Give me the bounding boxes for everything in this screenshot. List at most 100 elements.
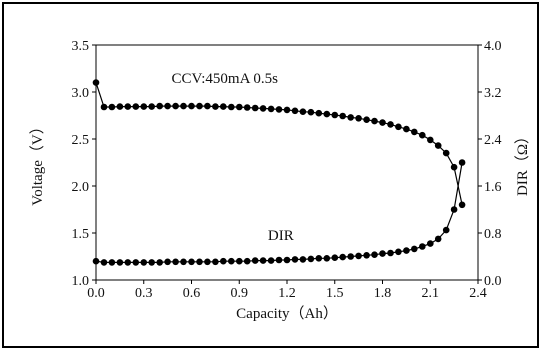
dir-point <box>411 245 418 253</box>
right-y-axis-label: DIR（Ω） <box>514 129 531 196</box>
voltage-point <box>220 103 227 110</box>
voltage-point <box>371 117 378 125</box>
x-axis-label: Capacity（Ah） <box>236 305 338 322</box>
voltage-point <box>140 103 148 110</box>
voltage-line <box>95 82 463 205</box>
voltage-point <box>291 107 299 115</box>
voltage-point <box>434 142 442 149</box>
dir-point <box>100 259 108 266</box>
chart-frame <box>2 2 539 348</box>
dir-point <box>419 243 426 250</box>
voltage-point <box>259 105 267 112</box>
dir-point <box>339 253 347 261</box>
axes: 0.0 0.3 0.6 0.9 1.2 1.5 1.8 2.1 2.4 1.0 1.5 2.0 2.5 3… <box>72 39 502 301</box>
voltage-point <box>347 114 355 121</box>
left-y-tick-label: 1.5 <box>72 227 90 242</box>
dir-point <box>442 226 450 234</box>
dir-point <box>347 253 355 260</box>
voltage-point <box>458 201 466 209</box>
dir-point <box>124 259 132 266</box>
dir-point <box>172 258 179 266</box>
dir-point <box>450 206 458 213</box>
x-tick-label: 1.2 <box>278 286 296 301</box>
dir-point <box>196 258 203 266</box>
right-y-tick-label: 4.0 <box>484 39 502 54</box>
dir-point <box>387 249 394 257</box>
voltage-point <box>196 102 203 110</box>
voltage-point <box>411 128 418 136</box>
voltage-point <box>267 105 275 113</box>
voltage-point <box>148 103 155 110</box>
right-y-tick-label: 1.6 <box>484 180 502 195</box>
right-y-tick-label: 3.2 <box>484 86 502 101</box>
left-y-tick-label: 3.5 <box>72 39 90 54</box>
voltage-point <box>164 102 171 110</box>
dir-point <box>458 159 466 166</box>
voltage-point <box>180 102 187 110</box>
voltage-point <box>204 102 211 110</box>
dir-point <box>148 259 155 266</box>
right-y-tick-label: 0.8 <box>484 227 502 242</box>
voltage-point <box>100 103 108 111</box>
x-tick-label: 0.3 <box>135 286 153 301</box>
voltage-point <box>363 116 370 123</box>
voltage-point <box>299 108 307 115</box>
voltage-point <box>355 115 362 122</box>
dir-point <box>355 252 362 260</box>
dir-point <box>299 256 307 263</box>
x-tick-label: 0.0 <box>87 286 105 301</box>
x-tick-label: 1.8 <box>374 286 392 301</box>
dir-point <box>395 248 402 256</box>
voltage-point <box>251 104 259 112</box>
x-tick-label: 2.4 <box>469 286 487 301</box>
left-y-tick-label: 2.0 <box>72 180 90 195</box>
left-y-tick-label: 3.0 <box>72 86 90 101</box>
dir-point <box>291 256 299 263</box>
voltage-point <box>243 104 251 111</box>
voltage-point <box>212 103 219 110</box>
voltage-point <box>228 103 235 111</box>
dir-point <box>434 235 442 243</box>
voltage-point <box>331 111 339 119</box>
dir-point <box>156 259 163 266</box>
voltage-point <box>124 103 132 110</box>
voltage-point <box>315 109 323 117</box>
dir-point <box>243 257 251 265</box>
x-tick-label: 0.9 <box>231 286 249 301</box>
voltage-point <box>379 119 386 126</box>
dir-point <box>108 259 116 266</box>
voltage-point <box>323 110 331 118</box>
voltage-point <box>172 102 179 110</box>
voltage-point <box>442 149 450 157</box>
labels: CCV:450mA 0.5s DIR Capacity（Ah） Voltage（… <box>29 71 531 322</box>
voltage-point <box>188 102 195 110</box>
dir-point <box>379 250 386 257</box>
voltage-point <box>132 103 140 110</box>
annotation-dir: DIR <box>268 228 294 244</box>
dir-point <box>275 256 283 264</box>
voltage-point <box>450 163 458 171</box>
dir-point <box>363 252 370 259</box>
voltage-point <box>307 108 315 116</box>
annotation-ccv: CCV:450mA 0.5s <box>172 71 279 87</box>
voltage-point <box>108 103 116 111</box>
dir-point <box>116 259 124 266</box>
voltage-point <box>339 112 347 120</box>
dir-point <box>371 251 378 258</box>
dir-point <box>140 259 148 266</box>
right-y-tick-label: 2.4 <box>484 133 502 148</box>
voltage-point <box>419 131 426 139</box>
dir-point <box>315 254 323 262</box>
dir-point <box>180 258 187 266</box>
voltage-point <box>403 125 410 133</box>
voltage-point <box>395 123 402 131</box>
voltage-series <box>92 79 466 209</box>
dir-point <box>204 258 211 266</box>
dir-point <box>228 257 235 265</box>
voltage-point <box>116 103 124 110</box>
dir-series <box>92 159 466 266</box>
dir-point <box>92 257 100 265</box>
right-y-tick-label: 0.0 <box>484 274 502 289</box>
voltage-point <box>156 102 163 110</box>
